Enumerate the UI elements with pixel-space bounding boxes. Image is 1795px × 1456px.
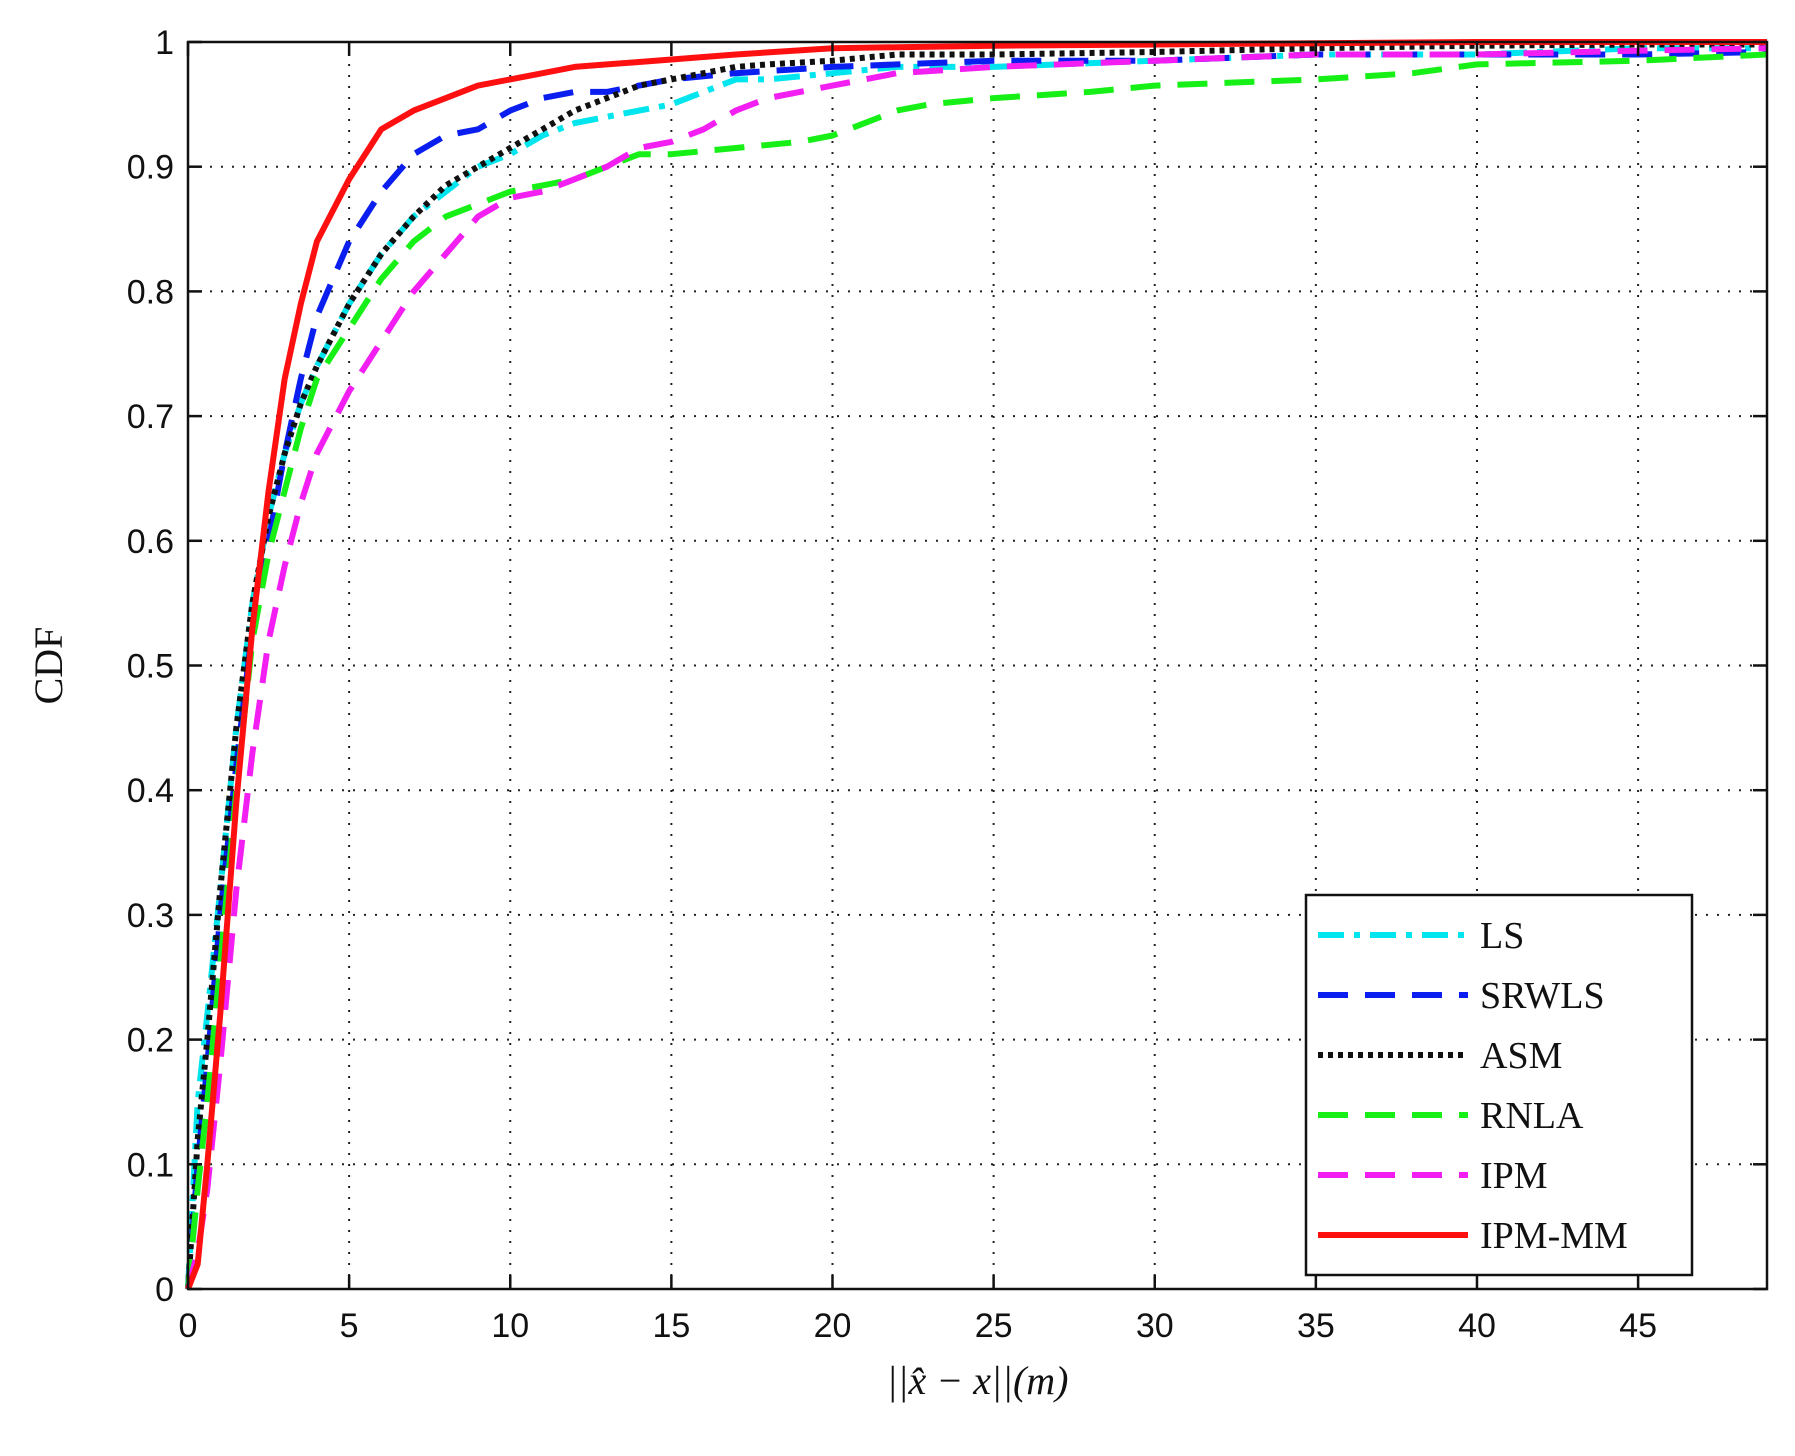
y-tick-label: 0.5 <box>127 648 174 686</box>
y-tick-label: 0.7 <box>127 398 174 436</box>
x-tick-label: 10 <box>491 1307 529 1345</box>
y-tick-label: 0.9 <box>127 149 174 187</box>
y-tick-label: 0.3 <box>127 897 174 935</box>
y-tick-label: 0.2 <box>127 1022 174 1060</box>
x-tick-label: 40 <box>1458 1307 1496 1345</box>
legend-label-rnla: RNLA <box>1480 1095 1584 1137</box>
legend-label-ls: LS <box>1480 915 1524 957</box>
legend-label-ipm-mm: IPM-MM <box>1480 1215 1628 1257</box>
series-line-ls <box>185 45 1767 1290</box>
legend-label-ipm: IPM <box>1480 1155 1548 1197</box>
y-tick-label: 1 <box>155 24 174 62</box>
y-tick-label: 0.1 <box>127 1146 174 1184</box>
x-axis-label: ||x̂ − x||(m) <box>886 1358 1068 1403</box>
legend-box <box>1304 893 1694 1277</box>
x-tick-label: 20 <box>814 1307 852 1345</box>
legend-label-asm: ASM <box>1480 1035 1562 1077</box>
x-tick-label: 45 <box>1619 1307 1657 1345</box>
x-tick-label: 35 <box>1297 1307 1335 1345</box>
x-tick-label: 0 <box>179 1307 198 1345</box>
x-tick-label: 15 <box>652 1307 690 1345</box>
series-group <box>185 39 1768 1291</box>
legend: LS SRWLS ASM RNLA IPM IPM-MM <box>1304 893 1694 1277</box>
series-line-srwls <box>185 49 1768 1290</box>
x-tick-label: 5 <box>340 1307 359 1345</box>
legend-label-srwls: SRWLS <box>1480 975 1605 1017</box>
series-line-ipm <box>185 45 1768 1290</box>
x-tick-label: 30 <box>1136 1307 1174 1345</box>
y-axis-label: CDF <box>26 627 71 705</box>
y-tick-label: 0.4 <box>127 772 174 810</box>
x-tick-label: 25 <box>975 1307 1013 1345</box>
series-line-rnla <box>185 51 1768 1290</box>
series-line-ipm-mm <box>185 39 1767 1291</box>
y-tick-label: 0 <box>155 1271 174 1309</box>
y-tick-label: 0.8 <box>127 273 174 311</box>
y-tick-label: 0.6 <box>127 523 174 561</box>
